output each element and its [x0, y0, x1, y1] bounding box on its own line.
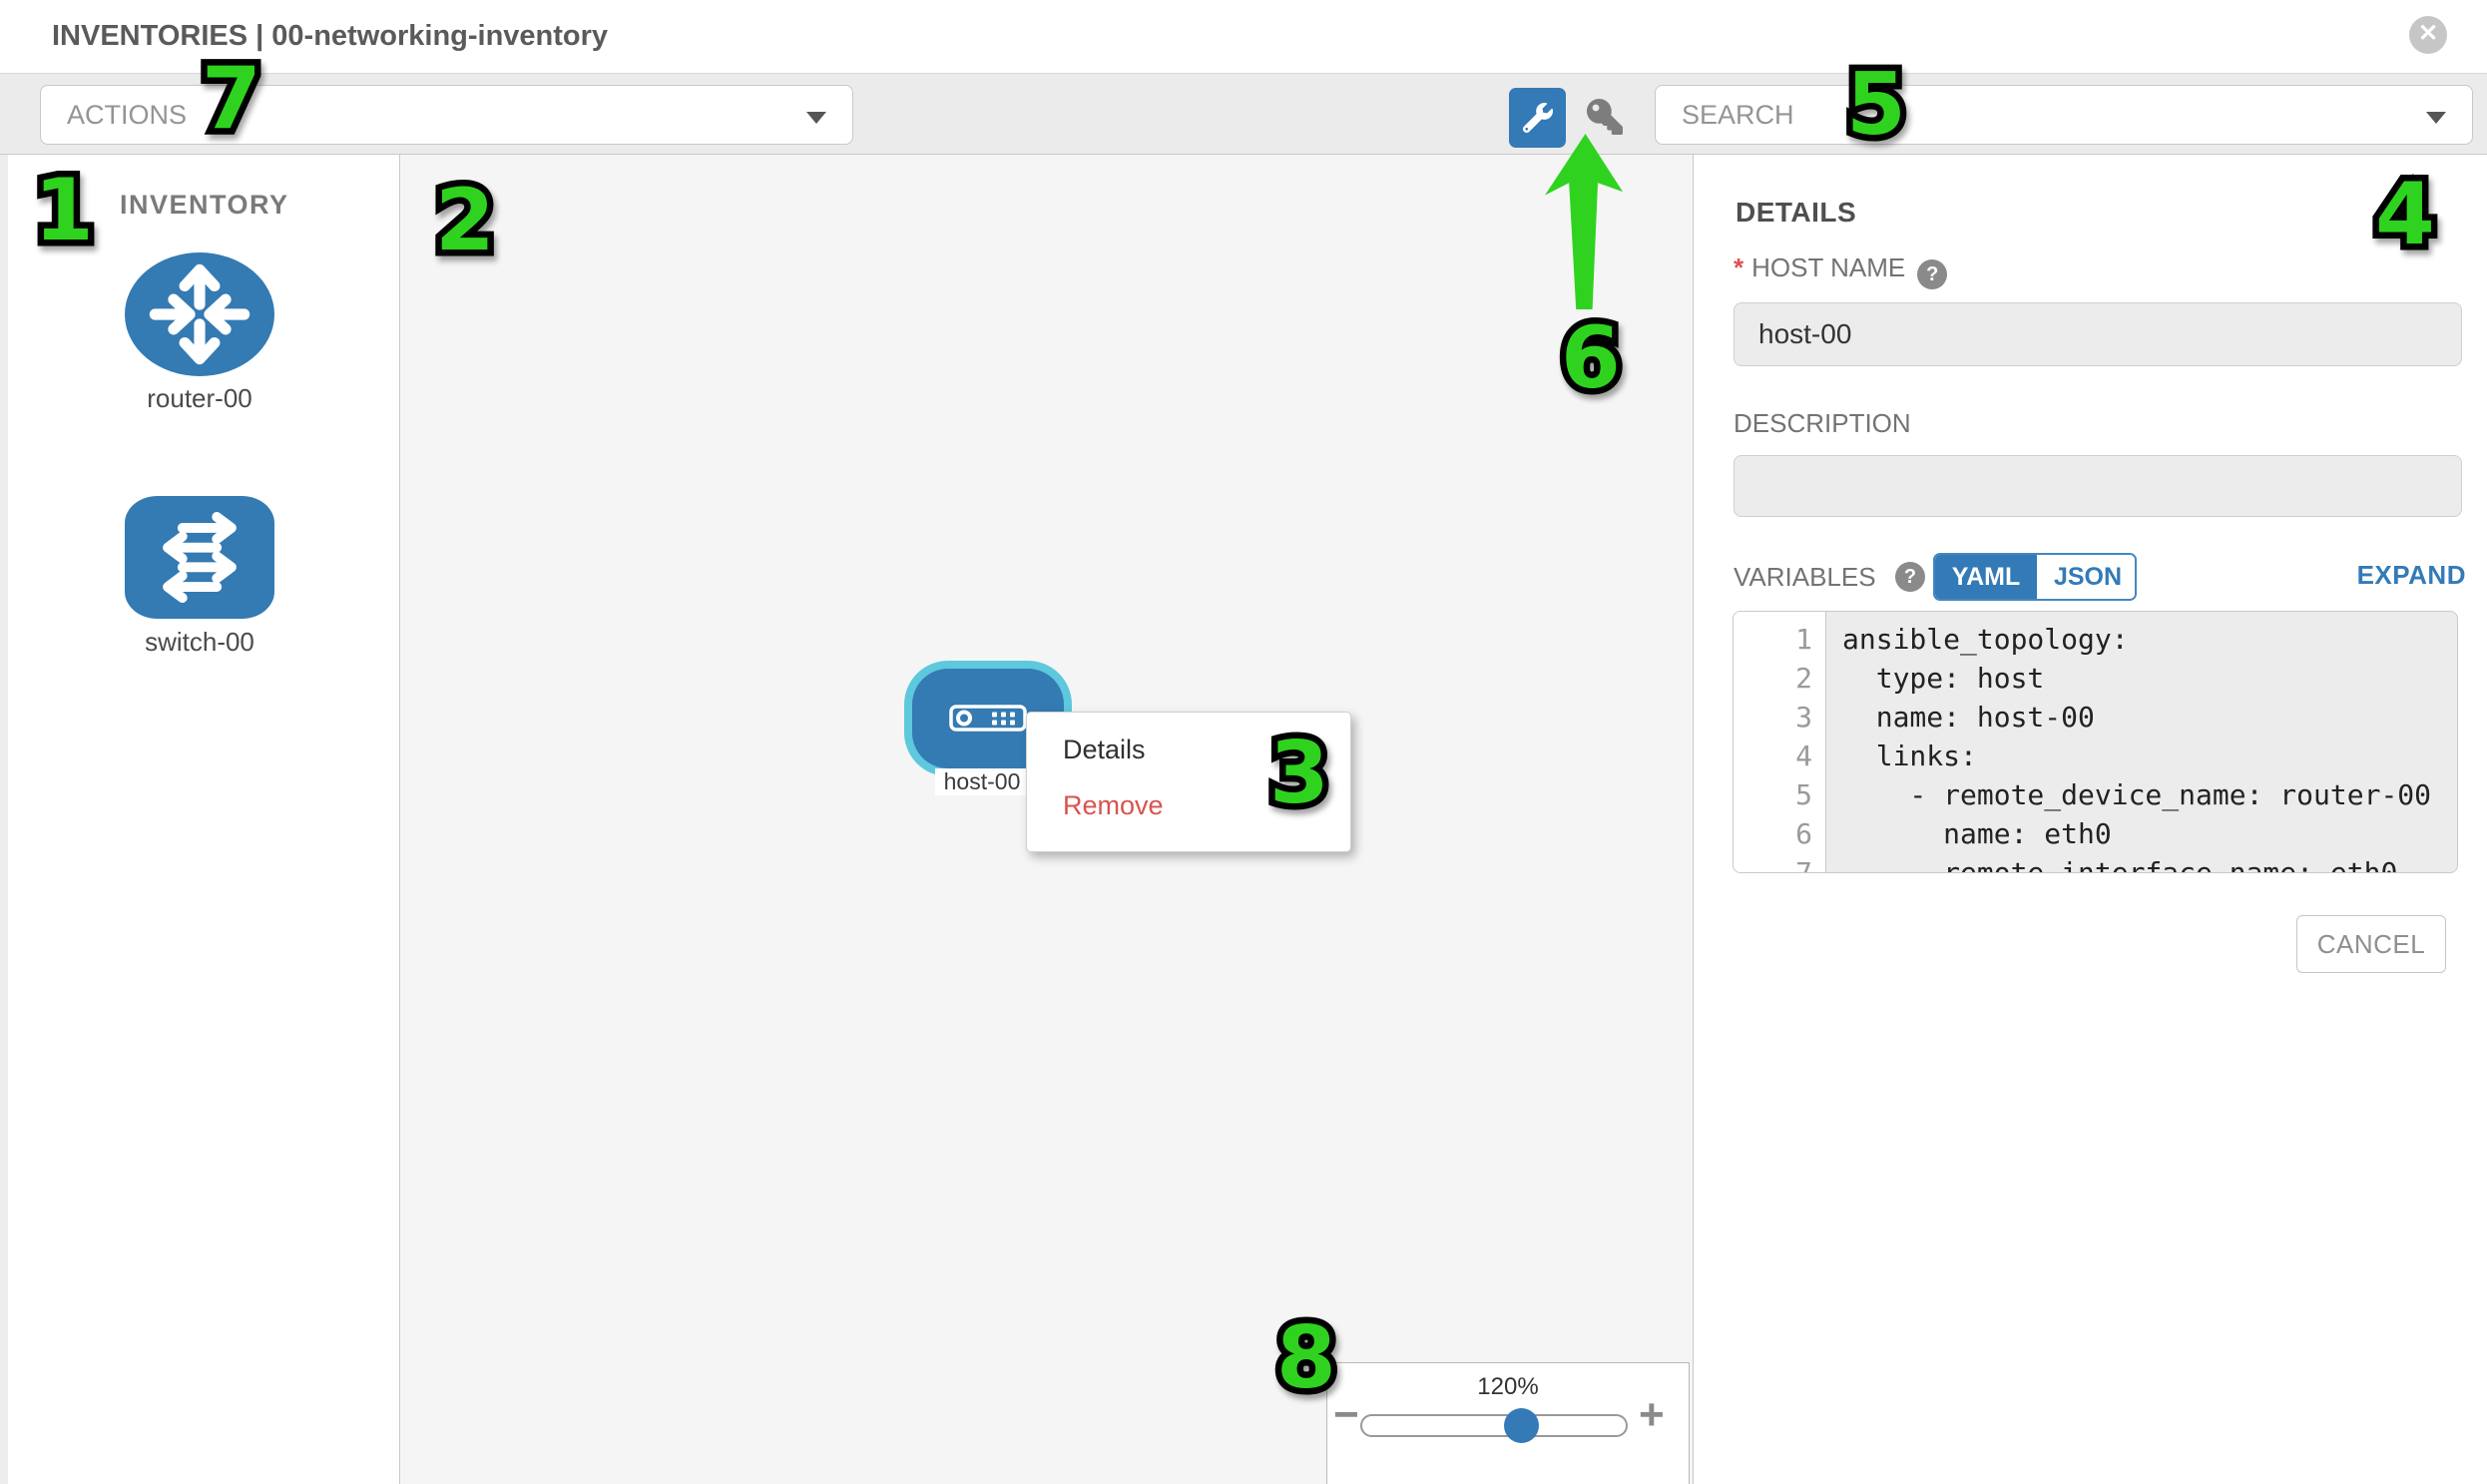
chevron-down-icon — [2426, 112, 2446, 124]
inventory-sidebar: INVENTORY router-00 — [8, 155, 400, 1484]
required-asterisk: * — [1734, 252, 1744, 282]
cancel-button[interactable]: CANCEL — [2296, 915, 2446, 973]
switch-icon — [125, 496, 274, 619]
sidebar-item-label: switch-00 — [145, 627, 254, 657]
tools-button[interactable] — [1509, 88, 1566, 148]
search-dropdown[interactable]: SEARCH — [1655, 85, 2473, 145]
chevron-down-icon — [806, 112, 826, 124]
variables-format-toggle: YAML JSON — [1933, 553, 2137, 601]
context-menu-item-details[interactable]: Details — [1063, 735, 1146, 764]
zoom-out-button[interactable]: − — [1333, 1390, 1359, 1439]
close-button[interactable]: ✕ — [2409, 16, 2447, 54]
zoom-control-panel: 120% − + — [1326, 1362, 1690, 1484]
router-icon — [125, 252, 274, 376]
editor-line: 1 ansible_topology: — [1795, 623, 2129, 656]
variables-row: VARIABLES ? YAML JSON EXPAND — [1694, 553, 2487, 601]
editor-lines: 1 ansible_topology: 2 type: host 3 name: … — [1734, 620, 2457, 873]
tab-yaml[interactable]: YAML — [1935, 555, 2037, 599]
zoom-level-value: 120% — [1477, 1373, 1539, 1400]
description-input[interactable] — [1734, 455, 2462, 517]
editor-line: 5 - remote_device_name: router-00 — [1795, 778, 2432, 811]
editor-line: 4 links: — [1795, 740, 1977, 772]
tab-json[interactable]: JSON — [2037, 555, 2135, 599]
page-title: INVENTORIES | 00-networking-inventory — [52, 20, 609, 52]
description-label: DESCRIPTION — [1734, 408, 1911, 438]
sidebar-item-label: router-00 — [147, 383, 252, 413]
editor-gutter — [1734, 612, 1826, 872]
actions-dropdown[interactable]: ACTIONS — [40, 85, 853, 145]
context-menu-item-remove[interactable]: Remove — [1063, 790, 1164, 820]
sidebar-item-switch-00[interactable]: switch-00 — [125, 496, 274, 657]
topology-canvas[interactable]: host-00 Details Remove 120% − + — [400, 155, 1693, 1484]
variables-code-editor[interactable]: 1 ansible_topology: 2 type: host 3 name: … — [1733, 611, 2458, 873]
zoom-slider-thumb[interactable] — [1504, 1408, 1539, 1443]
host-name-input[interactable] — [1734, 302, 2462, 366]
sidebar-item-router-00[interactable]: router-00 — [125, 252, 274, 413]
expand-link[interactable]: EXPAND — [2357, 553, 2466, 597]
credentials-key-button[interactable] — [1585, 98, 1625, 138]
editor-line: 3 name: host-00 — [1795, 701, 2095, 734]
details-panel-heading: DETAILS — [1736, 197, 1857, 228]
node-context-menu: Details Remove — [1026, 712, 1351, 852]
host-name-label: HOST NAME — [1751, 252, 1906, 282]
close-icon: ✕ — [2417, 20, 2439, 47]
zoom-slider-track[interactable] — [1360, 1414, 1628, 1437]
sidebar-heading: INVENTORY — [120, 190, 289, 220]
editor-line: 2 type: host — [1795, 662, 2045, 695]
host-node-label: host-00 — [935, 768, 1029, 795]
details-panel: DETAILS *HOST NAME? DESCRIPTION VARIABLE… — [1693, 155, 2487, 1484]
help-icon[interactable]: ? — [1895, 562, 1925, 592]
editor-line: 6 name: eth0 — [1795, 817, 2112, 850]
left-gutter — [0, 155, 8, 1484]
variables-label: VARIABLES — [1734, 562, 1876, 592]
editor-line: 7 remote_interface_name: eth0 — [1795, 856, 2398, 873]
title-bar: INVENTORIES | 00-networking-inventory ✕ — [0, 0, 2487, 73]
host-name-label-row: * HOST NAME? — [1734, 252, 1948, 289]
key-icon — [1587, 98, 1623, 138]
search-dropdown-label: SEARCH — [1682, 100, 1794, 130]
help-icon[interactable]: ? — [1917, 259, 1948, 289]
actions-dropdown-label: ACTIONS — [67, 100, 188, 130]
zoom-in-button[interactable]: + — [1639, 1390, 1665, 1439]
toolbar: ACTIONS SEARCH — [0, 73, 2487, 155]
